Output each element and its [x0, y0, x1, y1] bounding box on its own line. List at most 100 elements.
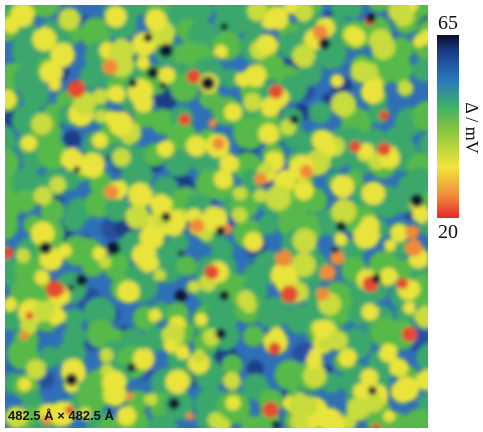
texture-blob	[161, 212, 171, 222]
texture-blob	[269, 327, 285, 343]
texture-blob	[51, 43, 76, 68]
texture-blob	[76, 275, 87, 286]
texture-blob	[413, 35, 426, 48]
texture-blob	[312, 129, 334, 151]
texture-blob	[68, 284, 74, 290]
texture-blob	[109, 112, 133, 136]
texture-blob	[148, 309, 161, 322]
texture-blob	[63, 211, 84, 232]
texture-blob	[233, 186, 247, 200]
texture-blob	[333, 418, 346, 431]
texture-blob	[104, 185, 118, 199]
texture-blob	[397, 278, 409, 290]
texture-blob	[265, 185, 291, 211]
texture-blob	[328, 331, 348, 351]
texture-blob	[346, 397, 370, 421]
texture-blob	[92, 133, 108, 149]
texture-blob	[313, 25, 328, 40]
texture-blob	[153, 269, 165, 281]
texture-blob	[128, 79, 137, 88]
texture-blob	[168, 398, 180, 410]
texture-blob	[215, 328, 226, 339]
texture-blob	[34, 187, 53, 206]
texture-blob	[416, 370, 437, 391]
texture-blob	[112, 148, 130, 166]
texture-blob	[158, 67, 175, 84]
texture-blob	[390, 358, 409, 377]
texture-blob	[208, 119, 217, 128]
texture-blob	[58, 8, 80, 30]
texture-blob	[316, 287, 329, 300]
texture-blob	[247, 0, 268, 21]
texture-blob	[414, 306, 437, 329]
texture-blob	[37, 228, 52, 243]
texture-blob	[331, 175, 354, 198]
texture-blob	[117, 406, 137, 426]
texture-blob	[35, 270, 51, 286]
texture-blob	[294, 3, 313, 22]
texture-blob	[192, 349, 205, 362]
texture-blob	[272, 420, 280, 428]
colorbar-label: Δ / mV	[462, 102, 482, 154]
texture-blob	[216, 226, 226, 236]
texture-blob	[176, 345, 191, 360]
texture-blob	[192, 0, 213, 21]
texture-blob	[74, 166, 81, 173]
texture-blob	[67, 80, 85, 98]
texture-blob	[237, 290, 255, 308]
texture-blob	[26, 359, 46, 379]
texture-blob	[164, 339, 178, 353]
texture-blob	[362, 181, 386, 205]
texture-blob	[402, 326, 417, 341]
texture-blob	[214, 169, 233, 188]
texture-blob	[366, 13, 376, 23]
texture-blob	[143, 33, 152, 42]
texture-blob	[107, 241, 121, 255]
texture-blob	[417, 343, 448, 374]
texture-blob	[320, 264, 336, 280]
texture-blob	[384, 55, 412, 83]
texture-blob	[107, 85, 125, 103]
texture-blob	[371, 274, 381, 284]
texture-blob	[219, 290, 229, 300]
texture-blob	[177, 256, 197, 276]
texture-blob	[297, 396, 318, 417]
texture-blob	[263, 402, 279, 418]
texture-blob	[344, 26, 362, 44]
texture-blob	[102, 370, 127, 395]
texture-blob	[159, 82, 166, 89]
texture-blob	[159, 44, 173, 58]
texture-blob	[220, 23, 228, 31]
texture-blob	[243, 325, 265, 347]
texture-blob	[204, 265, 219, 280]
texture-blob	[201, 76, 215, 90]
scale-label: 482.5 Å × 482.5 Å	[8, 408, 114, 423]
texture-blob	[330, 251, 344, 265]
texture-blob	[187, 280, 200, 293]
texture-blob	[410, 194, 423, 207]
texture-blob	[133, 348, 155, 370]
texture-blob	[127, 363, 136, 372]
texture-blob	[178, 250, 184, 256]
texture-blob	[254, 188, 268, 202]
texture-blob	[147, 67, 159, 79]
texture-blob	[128, 183, 153, 208]
texture-blob	[336, 221, 346, 231]
texture-blob	[292, 44, 315, 67]
texture-blob	[136, 56, 150, 70]
texture-blob	[14, 190, 37, 213]
texture-blob	[331, 92, 356, 117]
texture-blob	[166, 370, 190, 394]
texture-blob	[157, 140, 174, 157]
texture-blob	[405, 225, 419, 239]
texture-blob	[258, 124, 279, 145]
texture-blob	[103, 59, 118, 74]
texture-blob	[394, 377, 419, 402]
texture-blob	[268, 342, 281, 355]
colorbar	[437, 35, 459, 218]
texture-blob	[359, 63, 379, 83]
texture-blob	[190, 219, 205, 234]
texture-blob	[144, 393, 157, 406]
texture-blob	[299, 165, 313, 179]
texture-blob	[281, 285, 298, 302]
